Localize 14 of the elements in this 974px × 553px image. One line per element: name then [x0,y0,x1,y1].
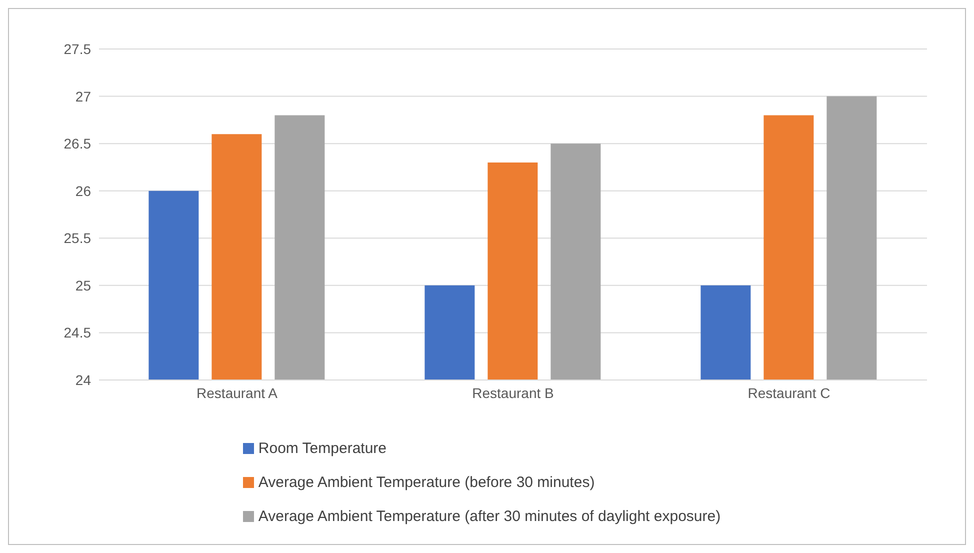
legend-label: Average Ambient Temperature (after 30 minutes of daylight exposure) [258,508,721,525]
y-tick-label: 25 [75,277,92,294]
y-tick-label: 26 [75,182,92,199]
y-tick-label: 24 [75,372,92,388]
y-tick-label: 25.5 [64,230,92,246]
x-tick-label: Restaurant C [748,384,830,401]
x-tick-label: Restaurant B [472,384,554,401]
y-tick-label: 26.5 [64,136,92,152]
x-tick-label: Restaurant A [196,384,278,401]
y-tick-label: 27 [75,88,92,104]
legend-label: Room Temperature [258,440,387,457]
y-tick-label: 24.5 [64,324,92,341]
y-tick-label: 27.5 [64,40,92,57]
legend-label: Average Ambient Temperature (before 30 minutes) [258,474,595,491]
